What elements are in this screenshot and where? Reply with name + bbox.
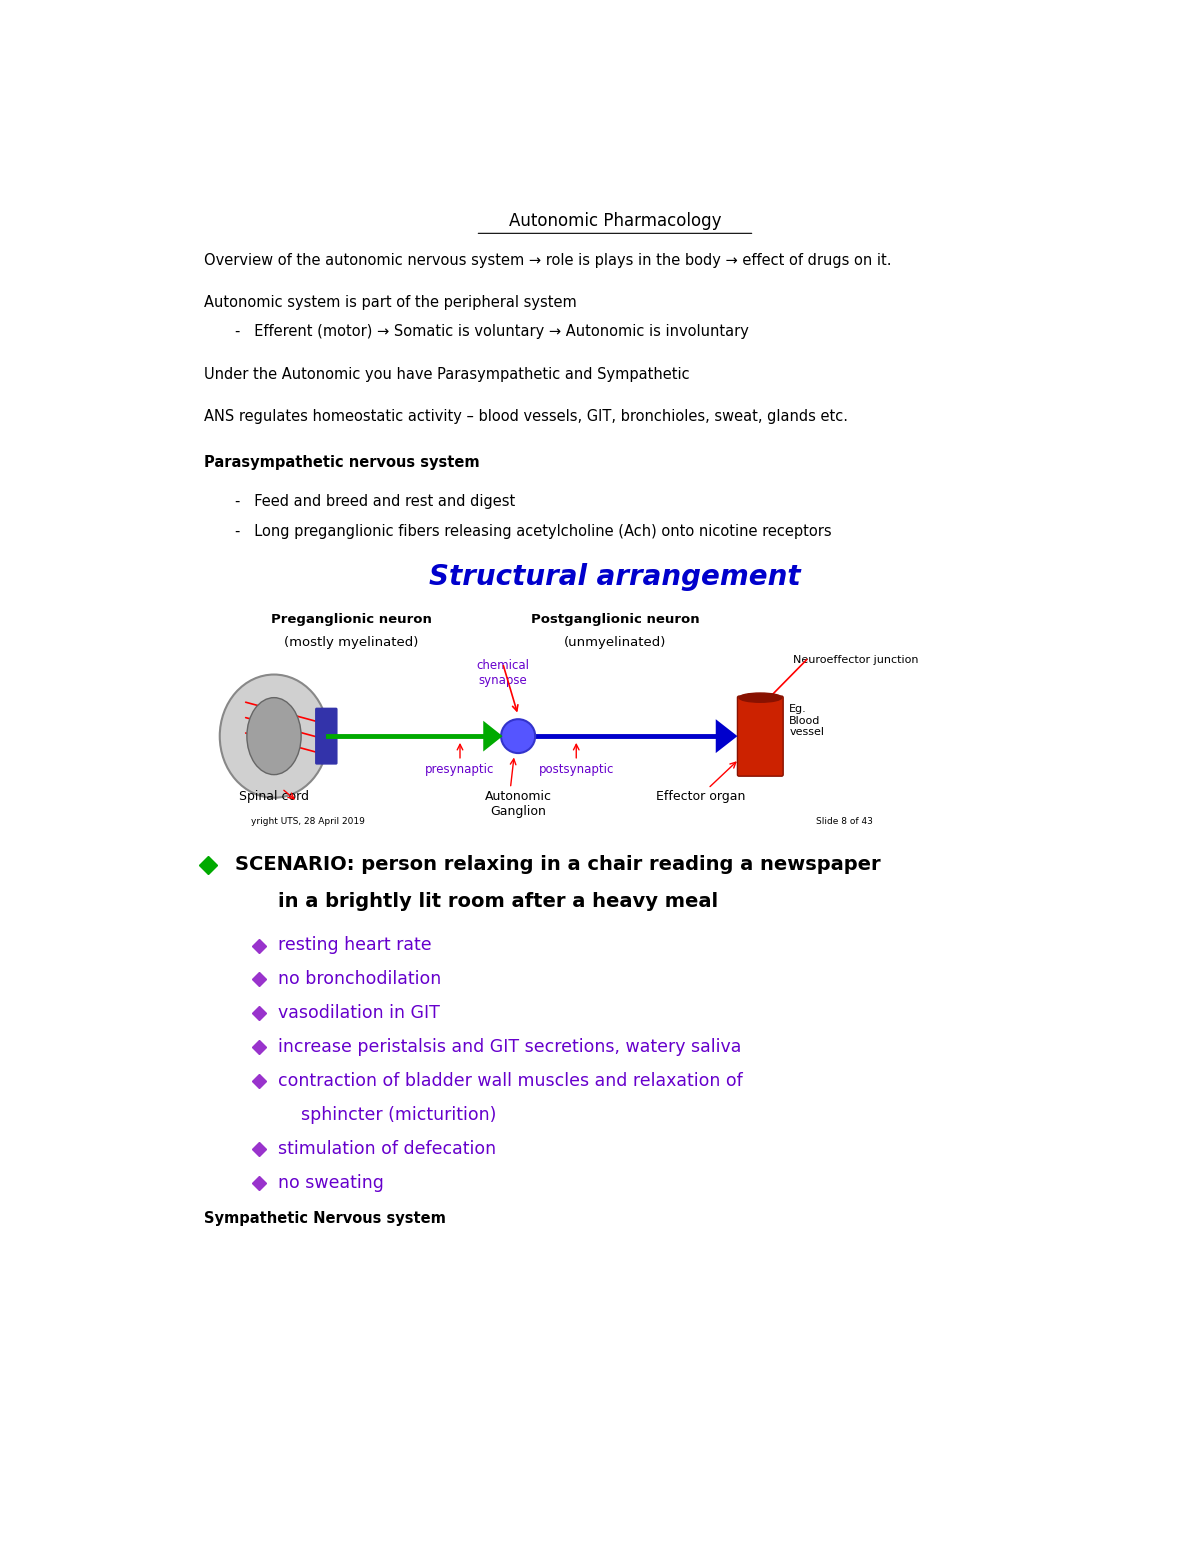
Text: increase peristalsis and GIT secretions, watery saliva: increase peristalsis and GIT secretions,…	[278, 1037, 742, 1056]
Text: Effector organ: Effector organ	[655, 790, 745, 803]
Text: Autonomic system is part of the peripheral system: Autonomic system is part of the peripher…	[204, 295, 577, 311]
Text: Eg.
Blood
vessel: Eg. Blood vessel	[790, 704, 824, 738]
Text: (mostly myelinated): (mostly myelinated)	[284, 637, 419, 649]
Text: no bronchodilation: no bronchodilation	[278, 971, 442, 988]
Text: -   Feed and breed and rest and digest: - Feed and breed and rest and digest	[235, 494, 516, 508]
Ellipse shape	[739, 693, 781, 702]
Text: yright UTS, 28 April 2019: yright UTS, 28 April 2019	[251, 817, 365, 826]
Text: sphincter (micturition): sphincter (micturition)	[301, 1106, 497, 1124]
Circle shape	[502, 719, 535, 753]
Text: ANS regulates homeostatic activity – blood vessels, GIT, bronchioles, sweat, gla: ANS regulates homeostatic activity – blo…	[204, 408, 848, 424]
Polygon shape	[715, 719, 738, 753]
Text: Sympathetic Nervous system: Sympathetic Nervous system	[204, 1211, 446, 1227]
Text: Preganglionic neuron: Preganglionic neuron	[271, 613, 432, 626]
Text: postsynaptic: postsynaptic	[539, 763, 614, 776]
FancyBboxPatch shape	[738, 696, 784, 776]
Text: -   Efferent (motor) → Somatic is voluntary → Autonomic is involuntary: - Efferent (motor) → Somatic is voluntar…	[235, 325, 749, 339]
Polygon shape	[484, 721, 503, 752]
Text: Autonomic
Ganglion: Autonomic Ganglion	[485, 790, 552, 818]
Text: chemical
synapse: chemical synapse	[476, 658, 529, 686]
Text: no sweating: no sweating	[278, 1174, 384, 1191]
Text: Parasympathetic nervous system: Parasympathetic nervous system	[204, 455, 480, 471]
Text: -   Long preganglionic fibers releasing acetylcholine (Ach) onto nicotine recept: - Long preganglionic fibers releasing ac…	[235, 525, 832, 539]
Text: stimulation of defecation: stimulation of defecation	[278, 1140, 496, 1157]
Text: presynaptic: presynaptic	[425, 763, 494, 776]
Text: Spinal cord: Spinal cord	[239, 790, 310, 803]
Text: contraction of bladder wall muscles and relaxation of: contraction of bladder wall muscles and …	[278, 1072, 743, 1090]
Text: Autonomic Pharmacology: Autonomic Pharmacology	[509, 211, 721, 230]
Text: Structural arrangement: Structural arrangement	[430, 562, 800, 590]
Ellipse shape	[247, 697, 301, 775]
Text: Overview of the autonomic nervous system → role is plays in the body → effect of: Overview of the autonomic nervous system…	[204, 253, 892, 267]
Text: resting heart rate: resting heart rate	[278, 936, 432, 955]
Text: (unmyelinated): (unmyelinated)	[564, 637, 666, 649]
Text: Postganglionic neuron: Postganglionic neuron	[530, 613, 700, 626]
Ellipse shape	[220, 674, 329, 798]
FancyBboxPatch shape	[316, 708, 337, 764]
Text: vasodilation in GIT: vasodilation in GIT	[278, 1005, 439, 1022]
Text: Slide 8 of 43: Slide 8 of 43	[816, 817, 874, 826]
Text: SCENARIO: person relaxing in a chair reading a newspaper: SCENARIO: person relaxing in a chair rea…	[235, 856, 881, 874]
Text: in a brightly lit room after a heavy meal: in a brightly lit room after a heavy mea…	[278, 891, 718, 910]
Text: Neuroeffector junction: Neuroeffector junction	[793, 655, 919, 665]
Text: Under the Autonomic you have Parasympathetic and Sympathetic: Under the Autonomic you have Parasympath…	[204, 367, 690, 382]
